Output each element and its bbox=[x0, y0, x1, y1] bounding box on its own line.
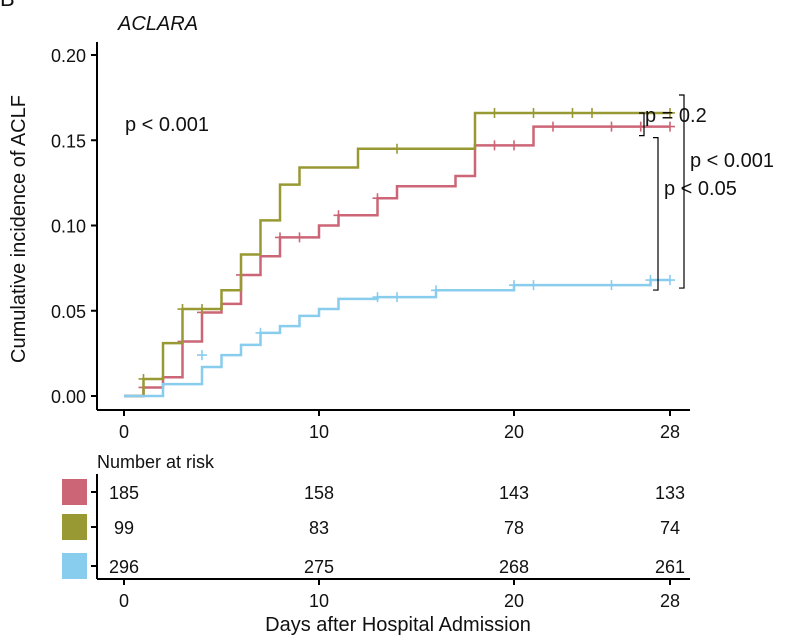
risk-x-tick-label: 28 bbox=[660, 591, 680, 611]
risk-count: 275 bbox=[304, 557, 334, 577]
censor-mark bbox=[294, 232, 305, 243]
bracket-blue-olive bbox=[679, 94, 685, 289]
censor-mark bbox=[372, 193, 383, 204]
censor-mark bbox=[548, 121, 558, 132]
censor-mark bbox=[138, 373, 149, 384]
risk-row-swatch-1 bbox=[62, 479, 87, 505]
censor-mark bbox=[665, 275, 675, 286]
risk-row-swatch-2 bbox=[62, 514, 87, 540]
censor-mark bbox=[528, 107, 539, 118]
censor-mark bbox=[665, 107, 675, 118]
censor-mark bbox=[489, 107, 500, 118]
censor-mark bbox=[197, 304, 207, 315]
bracket-olive-red bbox=[639, 112, 645, 137]
chart-title: ACLARA bbox=[117, 13, 198, 35]
y-tick-label: 0.10 bbox=[51, 217, 86, 237]
censor-mark bbox=[489, 140, 500, 151]
censor-mark bbox=[606, 280, 617, 291]
main-axes: 0.00 0.05 0.10 0.15 0.20 0 10 20 28 bbox=[51, 42, 690, 442]
y-tick-label: 0.00 bbox=[51, 387, 86, 407]
risk-x-tick-label: 0 bbox=[119, 591, 129, 611]
series-line-3 bbox=[124, 278, 670, 398]
risk-count: 74 bbox=[660, 518, 680, 538]
censor-mark bbox=[645, 275, 656, 286]
risk-table: 185 158 143 133 99 83 78 74 296 275 268 261 0 10 20 28 bbox=[62, 474, 690, 611]
bracket-blue-red bbox=[653, 137, 659, 291]
risk-count: 78 bbox=[504, 518, 524, 538]
censor-mark bbox=[392, 143, 402, 154]
y-tick-label: 0.20 bbox=[51, 46, 86, 66]
x-axis-label: Days after Hospital Admission bbox=[265, 614, 531, 635]
risk-count: 296 bbox=[109, 557, 139, 577]
x-tick-label: 20 bbox=[504, 422, 524, 442]
risk-row-swatch-3 bbox=[62, 553, 87, 579]
y-axis-label: Cumulative incidence of ACLF bbox=[8, 95, 30, 363]
panel-letter: B bbox=[0, 0, 15, 12]
risk-count: 158 bbox=[304, 483, 334, 503]
annotations: p < 0.001 p = 0.2 p < 0.001 p < 0.05 bbox=[125, 105, 774, 200]
risk-count: 99 bbox=[114, 518, 134, 538]
censor-mark bbox=[431, 285, 441, 296]
risk-count: 185 bbox=[109, 483, 139, 503]
p-blue-vs-red-label: p < 0.05 bbox=[664, 178, 737, 200]
censor-mark bbox=[567, 107, 578, 118]
x-tick-label: 10 bbox=[309, 422, 329, 442]
censor-mark bbox=[528, 280, 539, 291]
plot-area bbox=[124, 107, 675, 398]
y-tick-label: 0.15 bbox=[51, 131, 86, 151]
x-tick-label: 28 bbox=[660, 422, 680, 442]
censor-mark bbox=[197, 350, 207, 361]
series-line-2 bbox=[124, 111, 670, 398]
risk-count: 143 bbox=[499, 483, 529, 503]
risk-count: 268 bbox=[499, 557, 529, 577]
censor-mark bbox=[392, 292, 402, 303]
risk-x-tick-label: 20 bbox=[504, 591, 524, 611]
p-overall-label: p < 0.001 bbox=[125, 114, 209, 136]
p-olive-vs-red-label: p = 0.2 bbox=[645, 105, 707, 127]
censor-mark bbox=[509, 280, 519, 291]
risk-count: 261 bbox=[655, 557, 685, 577]
censor-mark bbox=[509, 140, 519, 151]
x-tick-label: 0 bbox=[119, 422, 129, 442]
censor-mark bbox=[372, 292, 383, 303]
risk-count: 83 bbox=[309, 518, 329, 538]
censor-mark bbox=[665, 121, 675, 132]
p-blue-vs-olive-label: p < 0.001 bbox=[690, 150, 774, 172]
risk-table-title: Number at risk bbox=[97, 452, 215, 472]
censor-mark bbox=[606, 121, 617, 132]
series-line-1 bbox=[124, 125, 670, 398]
censor-mark bbox=[177, 304, 188, 315]
censor-mark bbox=[587, 107, 597, 118]
risk-x-tick-label: 10 bbox=[309, 591, 329, 611]
risk-count: 133 bbox=[655, 483, 685, 503]
y-tick-label: 0.05 bbox=[51, 302, 86, 322]
comparison-brackets bbox=[639, 94, 685, 291]
censor-mark bbox=[255, 327, 266, 338]
censor-mark bbox=[333, 210, 344, 221]
censor-mark bbox=[275, 232, 285, 243]
